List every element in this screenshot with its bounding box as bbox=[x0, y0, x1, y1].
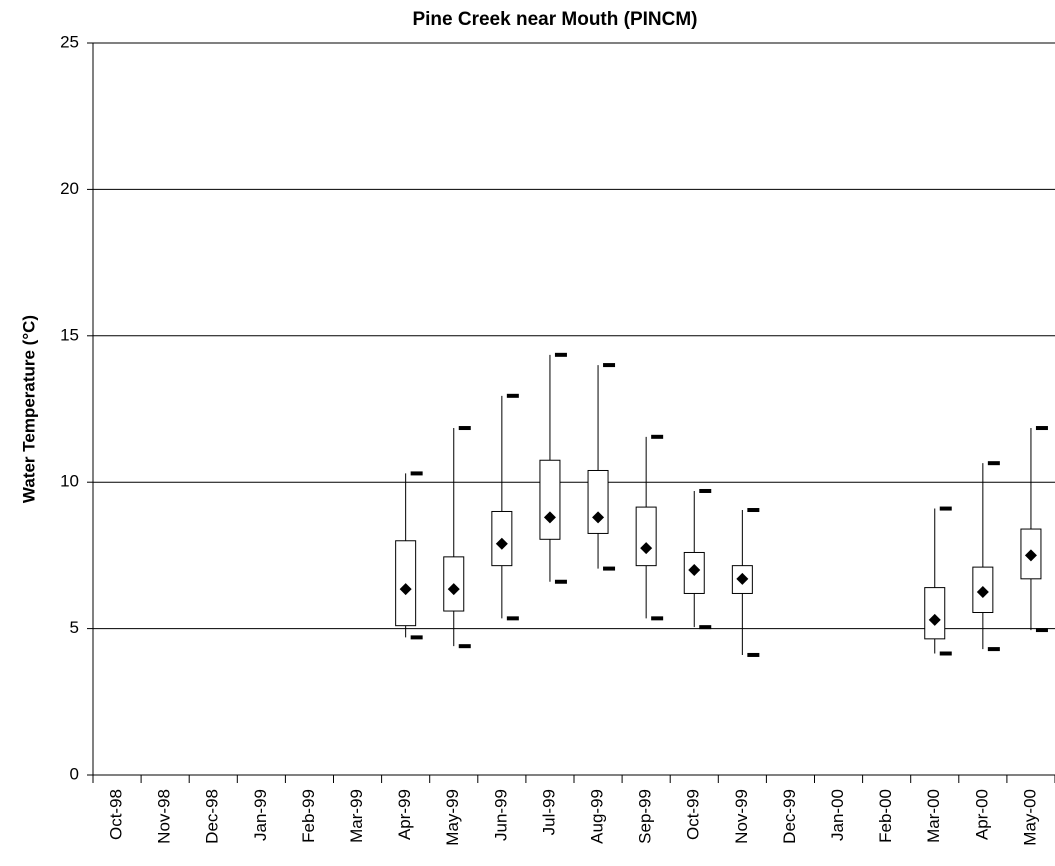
x-tick-label: Apr-99 bbox=[395, 789, 414, 840]
box bbox=[587, 469, 609, 534]
mean-marker bbox=[976, 586, 989, 598]
x-tick-label: Jul-99 bbox=[539, 789, 558, 835]
mean-marker bbox=[495, 537, 508, 550]
y-tick-label: 25 bbox=[60, 32, 79, 51]
x-tick-label: Jan-99 bbox=[251, 789, 270, 841]
mean-marker bbox=[447, 583, 460, 596]
x-tick-label: Sep-99 bbox=[636, 789, 655, 844]
x-tick-label: Oct-98 bbox=[107, 789, 126, 840]
x-tick-label: Aug-99 bbox=[588, 789, 607, 844]
y-tick-label: 10 bbox=[60, 472, 79, 491]
box bbox=[635, 506, 657, 567]
x-tick-label: Feb-00 bbox=[876, 789, 895, 843]
y-tick-label: 15 bbox=[60, 325, 79, 344]
x-tick-label: Nov-98 bbox=[155, 789, 174, 844]
x-tick-label: Jun-99 bbox=[491, 789, 510, 841]
mean-marker bbox=[928, 613, 941, 626]
x-tick-label: Mar-99 bbox=[347, 789, 366, 843]
mean-marker bbox=[688, 564, 701, 577]
x-tick-label: Jan-00 bbox=[828, 789, 847, 841]
y-tick-label: 5 bbox=[70, 618, 79, 637]
x-tick-label: Nov-99 bbox=[732, 789, 751, 844]
mean-marker bbox=[399, 583, 412, 596]
y-tick-label: 20 bbox=[60, 179, 79, 198]
mean-marker bbox=[736, 572, 749, 585]
mean-marker bbox=[592, 511, 605, 524]
x-tick-label: Dec-99 bbox=[780, 789, 799, 844]
mean-marker bbox=[543, 511, 556, 524]
x-tick-label: Mar-00 bbox=[924, 789, 943, 843]
x-tick-label: Dec-98 bbox=[203, 789, 222, 844]
y-axis-label: Water Temperature (°C) bbox=[19, 315, 38, 503]
mean-marker bbox=[1024, 549, 1037, 562]
box bbox=[539, 459, 561, 540]
chart-title: Pine Creek near Mouth (PINCM) bbox=[412, 9, 697, 30]
y-tick-label: 0 bbox=[70, 764, 79, 783]
x-tick-label: May-00 bbox=[1020, 789, 1039, 846]
x-tick-label: Apr-00 bbox=[972, 789, 991, 840]
x-tick-label: Oct-99 bbox=[684, 789, 703, 840]
mean-marker bbox=[640, 542, 653, 555]
box bbox=[924, 587, 946, 640]
x-tick-label: Feb-99 bbox=[299, 789, 318, 843]
x-tick-label: May-99 bbox=[443, 789, 462, 846]
